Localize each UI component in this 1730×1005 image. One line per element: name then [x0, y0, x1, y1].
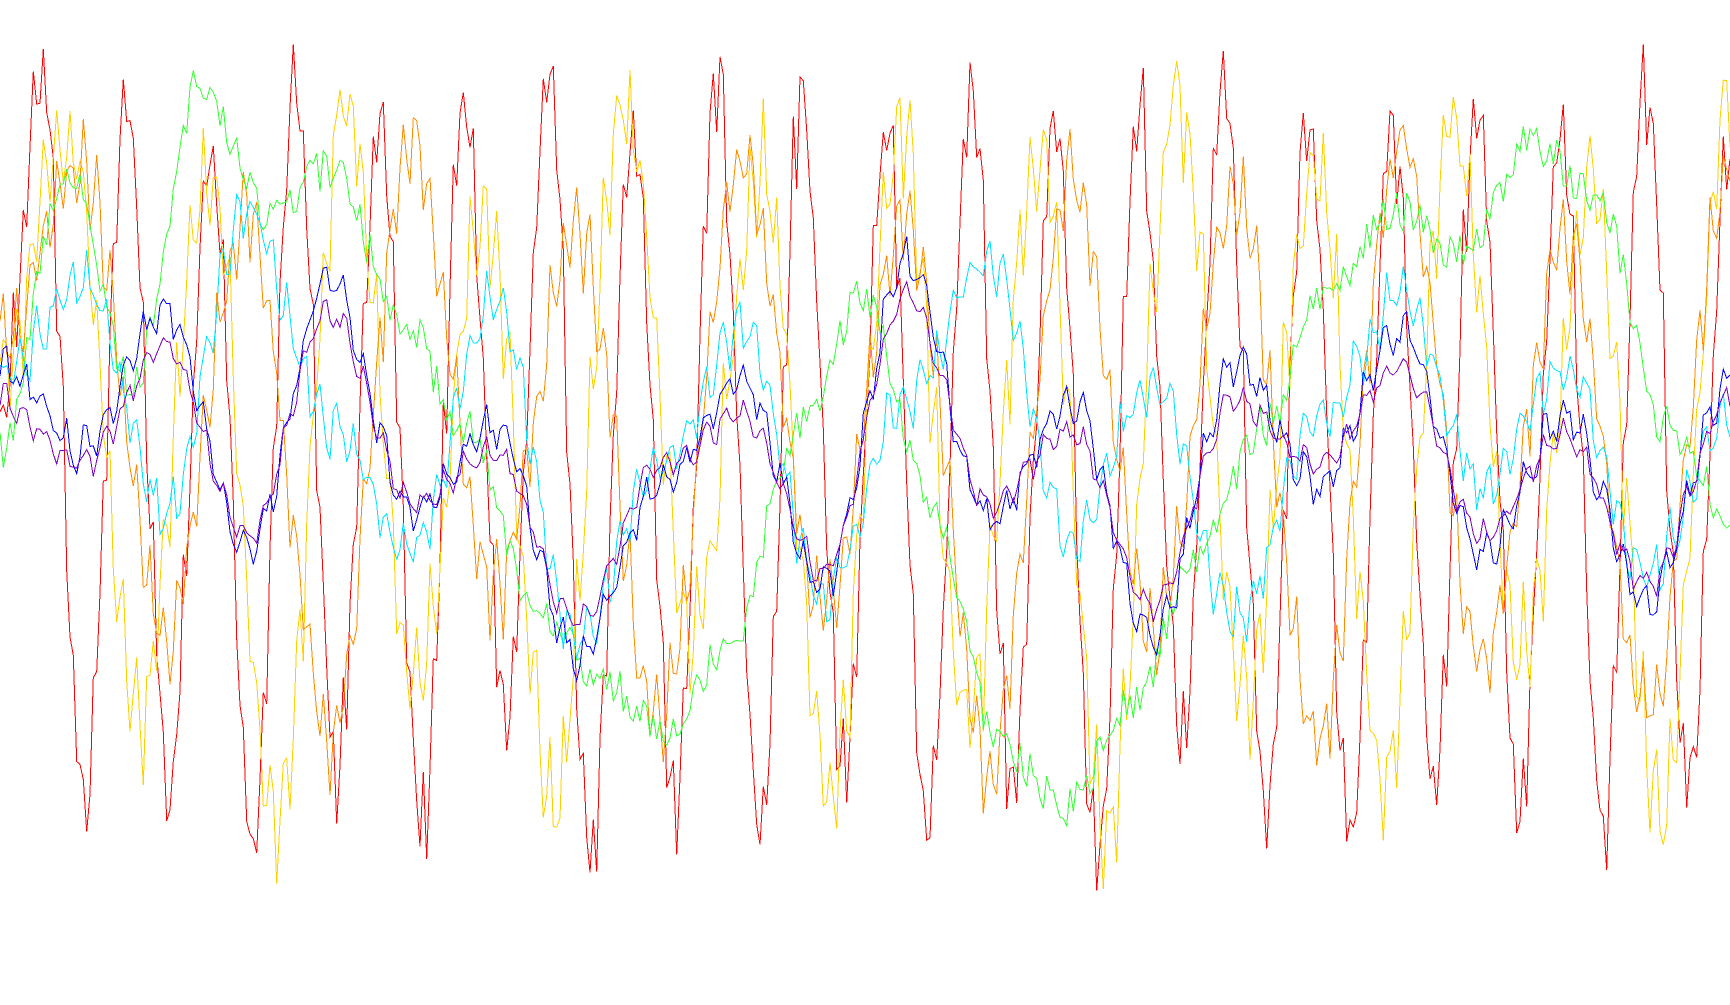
series-line-7 — [0, 280, 1730, 627]
series-line-2 — [0, 61, 1730, 889]
series-line-1 — [0, 44, 1730, 891]
series-layer — [0, 44, 1730, 891]
series-line-4 — [0, 70, 1730, 828]
series-line-5 — [0, 192, 1730, 659]
